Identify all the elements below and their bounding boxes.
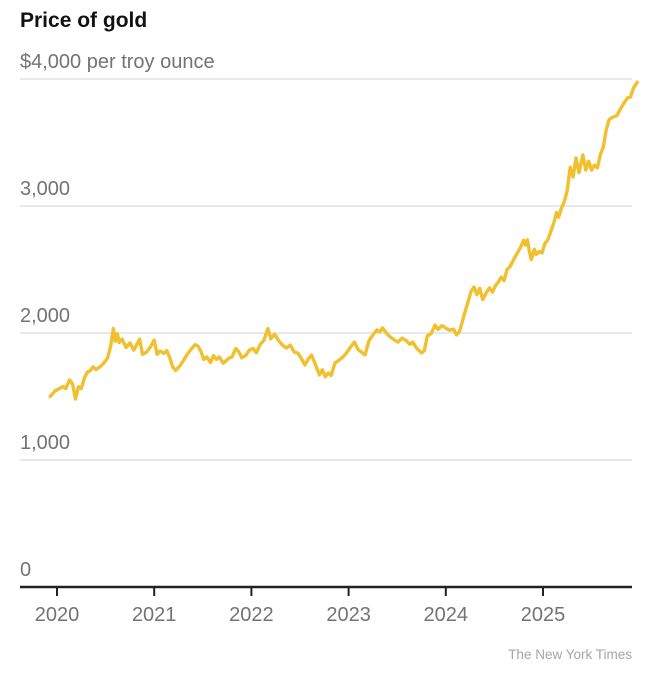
y-tick-label: $4,000 per troy ounce bbox=[20, 51, 215, 73]
x-tick-label: 2022 bbox=[229, 604, 274, 626]
x-tick-label: 2020 bbox=[34, 604, 80, 626]
x-tick-label: 2024 bbox=[423, 604, 469, 626]
y-tick-label: 1,000 bbox=[20, 432, 71, 454]
x-tick-label: 2025 bbox=[520, 604, 566, 626]
chart-title: Price of gold bbox=[20, 9, 148, 32]
x-tick-label: 2021 bbox=[131, 604, 177, 626]
gold-price-line bbox=[48, 80, 639, 401]
source-credit: The New York Times bbox=[508, 647, 632, 662]
y-tick-label: 2,000 bbox=[20, 305, 71, 327]
y-tick-label: 0 bbox=[20, 559, 32, 581]
y-tick-label: 3,000 bbox=[20, 178, 71, 200]
x-tick-label: 2023 bbox=[326, 604, 371, 626]
